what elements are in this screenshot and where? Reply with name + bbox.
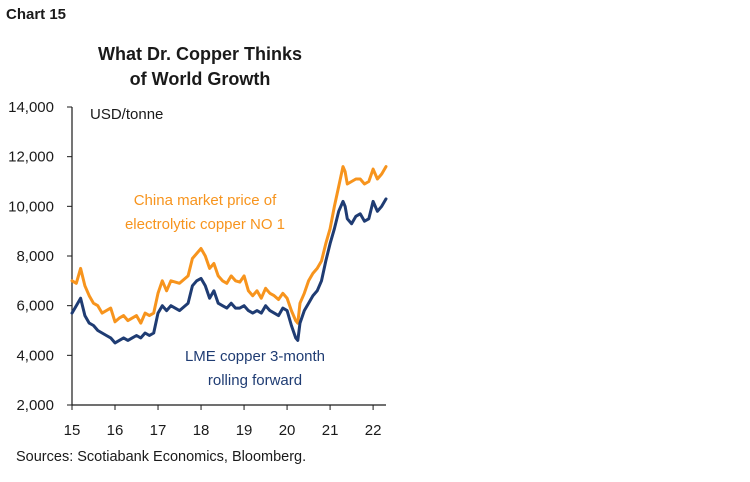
china-series-label: China market price of — [134, 192, 277, 209]
series-annotations: China market price of electrolytic copper… — [125, 192, 325, 389]
lme-forward-line — [70, 197, 388, 345]
chart-title-line-2: of World Growth — [129, 69, 271, 89]
y-tick-label: 10,000 — [8, 198, 54, 215]
x-tick-label: 19 — [236, 422, 253, 439]
x-tick-label: 22 — [365, 422, 382, 439]
chart-number: Chart 15 — [6, 6, 67, 23]
sources-note: Sources: Scotiabank Economics, Bloomberg… — [16, 449, 307, 465]
x-tick-label: 17 — [150, 422, 167, 439]
y-tick-label: 8,000 — [16, 248, 54, 265]
y-axis-ticks: 2,000 4,000 6,000 8,000 10,000 12,000 14,000 — [8, 99, 72, 414]
y-tick-label: 2,000 — [16, 397, 54, 414]
y-tick-label: 12,000 — [8, 149, 54, 166]
x-axis-ticks: 15 16 17 18 19 20 21 22 — [64, 405, 382, 439]
lme-series-label: rolling forward — [208, 372, 302, 389]
y-axis-unit-label: USD/tonne — [90, 106, 163, 123]
x-tick-label: 16 — [107, 422, 124, 439]
china-price-line — [70, 165, 388, 325]
lme-series-label: LME copper 3-month — [185, 348, 325, 365]
x-tick-label: 18 — [193, 422, 210, 439]
y-tick-label: 6,000 — [16, 298, 54, 315]
x-tick-label: 15 — [64, 422, 81, 439]
x-tick-label: 21 — [322, 422, 339, 439]
y-tick-label: 14,000 — [8, 99, 54, 116]
series-lines — [70, 165, 388, 345]
x-tick-label: 20 — [279, 422, 296, 439]
y-tick-label: 4,000 — [16, 347, 54, 364]
china-series-label: electrolytic copper NO 1 — [125, 216, 285, 233]
chart-title-line-1: What Dr. Copper Thinks — [97, 44, 302, 64]
